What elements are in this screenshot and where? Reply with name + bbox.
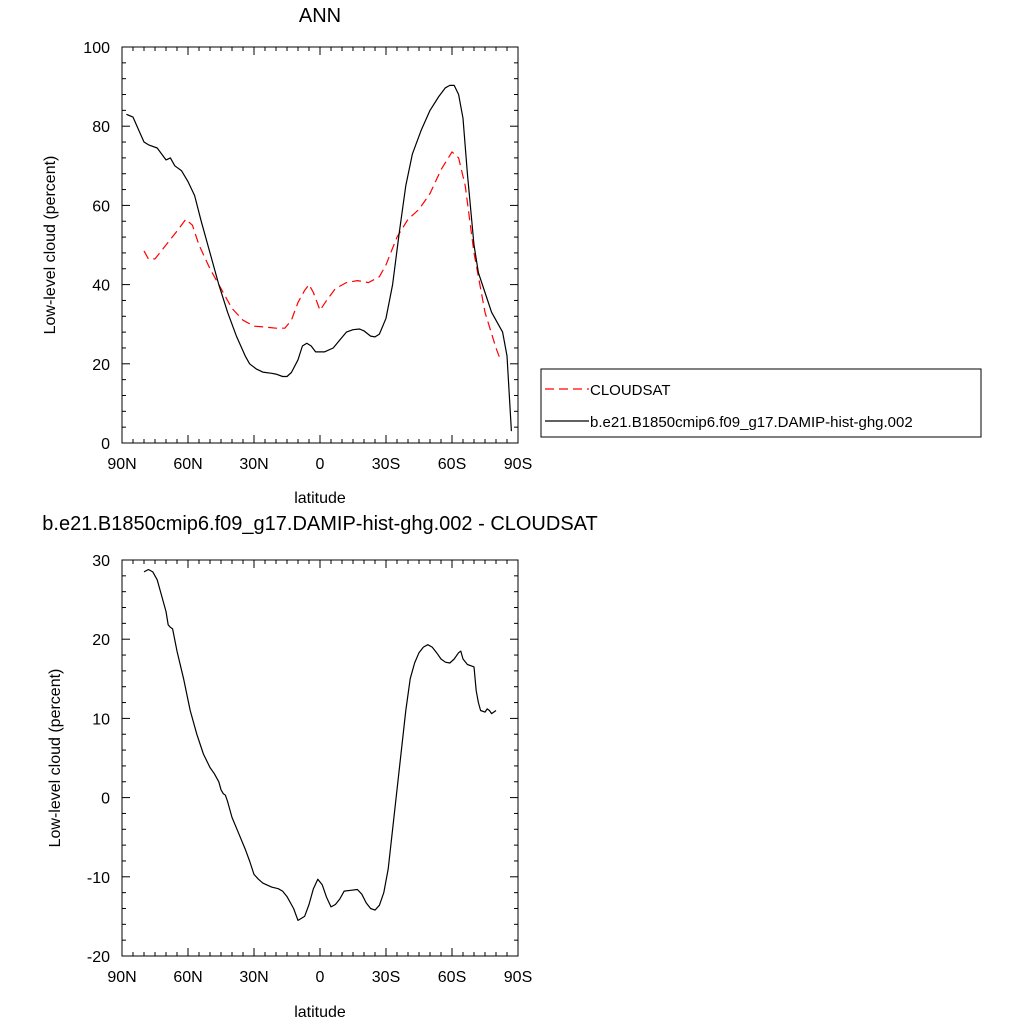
- top-xtick-label: 60N: [173, 456, 202, 473]
- top-xtick-label: 30N: [239, 456, 268, 473]
- bottom-ytick-label: 0: [101, 791, 110, 808]
- top-ytick-label: 60: [92, 198, 110, 215]
- bottom-chart-ticks: 90N 60N 30N 0 30S 60S 90S -20 -10 0 10 20 30: [87, 553, 532, 986]
- legend-box: [540, 368, 982, 438]
- bottom-chart-plot-frame: [121, 559, 519, 957]
- top-chart-xlabel: latitude: [294, 490, 346, 507]
- bottom-xtick-label: 0: [316, 969, 325, 986]
- top-ytick-label: 100: [83, 40, 110, 57]
- top-ytick-label: 80: [92, 119, 110, 136]
- top-chart-series: [126, 84, 512, 432]
- top-chart-plot-frame: [121, 46, 519, 444]
- bottom-xtick-label: 60N: [173, 969, 202, 986]
- top-series-line-1: [143, 151, 501, 361]
- legend-label-cloudsat: CLOUDSAT: [590, 382, 671, 399]
- bottom-chart-ylabel: Low-level cloud (percent): [47, 669, 64, 848]
- top-chart-ylabel: Low-level cloud (percent): [42, 156, 59, 335]
- top-ytick-label: 0: [101, 436, 110, 453]
- top-chart: ANN 90N 60N 30N 0 30S 60S 90S 0 20 40 60 80 100 lati…: [42, 5, 982, 507]
- top-xtick-label: 90S: [504, 456, 532, 473]
- legend-label-model: b.e21.B1850cmip6.f09_g17.DAMIP-hist-ghg.…: [590, 414, 913, 431]
- bottom-xtick-label: 90S: [504, 969, 532, 986]
- top-ytick-label: 20: [92, 357, 110, 374]
- top-ytick-label: 40: [92, 278, 110, 295]
- bottom-ytick-label: 30: [92, 553, 110, 570]
- bottom-xtick-label: 90N: [107, 969, 136, 986]
- legend: CLOUDSAT b.e21.B1850cmip6.f09_g17.DAMIP-…: [540, 368, 982, 438]
- bottom-chart-title: b.e21.B1850cmip6.f09_g17.DAMIP-hist-ghg.…: [42, 513, 597, 535]
- top-xtick-label: 90N: [107, 456, 136, 473]
- bottom-ytick-label: 10: [92, 711, 110, 728]
- bottom-ytick-label: 20: [92, 632, 110, 649]
- top-xtick-label: 30S: [372, 456, 400, 473]
- bottom-ytick-label: -20: [87, 949, 110, 966]
- bottom-ytick-label: -10: [87, 870, 110, 887]
- top-xtick-label: 0: [316, 456, 325, 473]
- bottom-xtick-label: 60S: [438, 969, 466, 986]
- top-series-line-2: [126, 84, 512, 432]
- top-xtick-label: 60S: [438, 456, 466, 473]
- top-chart-title: ANN: [299, 5, 341, 27]
- top-chart-ticks: 90N 60N 30N 0 30S 60S 90S 0 20 40 60 80 100: [83, 40, 532, 473]
- bottom-xtick-label: 30S: [372, 969, 400, 986]
- bottom-xtick-label: 30N: [239, 969, 268, 986]
- bottom-series-line-1: [143, 568, 497, 921]
- bottom-chart-xlabel: latitude: [294, 1004, 346, 1021]
- bottom-chart-series: [143, 568, 497, 921]
- bottom-chart: b.e21.B1850cmip6.f09_g17.DAMIP-hist-ghg.…: [42, 513, 597, 1021]
